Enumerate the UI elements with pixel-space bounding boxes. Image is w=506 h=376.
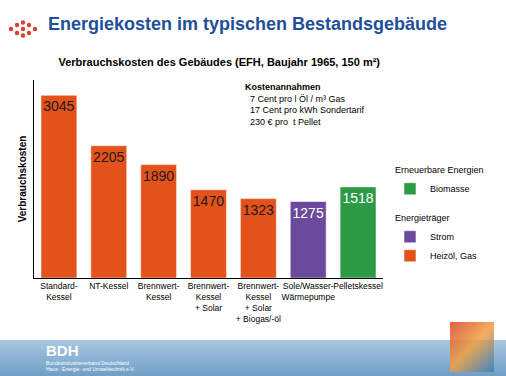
- svg-text:2205: 2205: [93, 149, 124, 165]
- svg-text:Brennwert-Kessel: Brennwert-Kessel: [138, 281, 180, 302]
- svg-text:Heizöl, Gas: Heizöl, Gas: [430, 251, 477, 261]
- svg-text:NT-Kessel: NT-Kessel: [89, 281, 128, 291]
- svg-text:1518: 1518: [342, 190, 373, 206]
- svg-text:Strom: Strom: [430, 232, 454, 242]
- svg-text:Verbrauchskosten: Verbrauchskosten: [17, 136, 28, 223]
- html-text:BDH: BDH: [46, 342, 79, 359]
- svg-text:Sole/Wasser-Wärmepumpe: Sole/Wasser-Wärmepumpe: [282, 281, 336, 302]
- svg-text:Kostenannahmen 7 Cent pro l Ö: Kostenannahmen 7 Cent pro l Öl / m³ Gas …: [245, 82, 365, 127]
- svg-text:Brennwert-Kessel+ Solar+ Bioga: Brennwert-Kessel+ Solar+ Biogas/-öl: [236, 281, 281, 324]
- svg-text:1470: 1470: [193, 193, 224, 209]
- svg-text:Standard-Kessel: Standard-Kessel: [40, 281, 77, 302]
- svg-text:Verbrauchskosten des Gebäudes: Verbrauchskosten des Gebäudes (EFH, Bauj…: [58, 56, 380, 68]
- svg-text:Pelletskessel: Pelletskessel: [333, 281, 383, 291]
- svg-text:Brennwert-Kessel+ Solar: Brennwert-Kessel+ Solar: [188, 281, 230, 313]
- html-text:Bundesindustrieverband Deutsch: Bundesindustrieverband Deutschland: [46, 360, 130, 366]
- svg-text:3045: 3045: [43, 98, 74, 114]
- html-text:Haus-, Energie- und Umwelttech: Haus-, Energie- und Umwelttechnik e.V.: [46, 366, 135, 372]
- svg-text:Biomasse: Biomasse: [430, 184, 470, 194]
- svg-text:Energieträger: Energieträger: [395, 213, 450, 223]
- svg-text:1323: 1323: [243, 202, 274, 218]
- svg-text:1275: 1275: [293, 205, 324, 221]
- svg-text:Erneuerbare Energien: Erneuerbare Energien: [395, 165, 484, 175]
- svg-text:1890: 1890: [143, 168, 174, 184]
- html-text:Energiekosten im typischen Bes: Energiekosten im typischen Bestandsgebäu…: [48, 14, 448, 34]
